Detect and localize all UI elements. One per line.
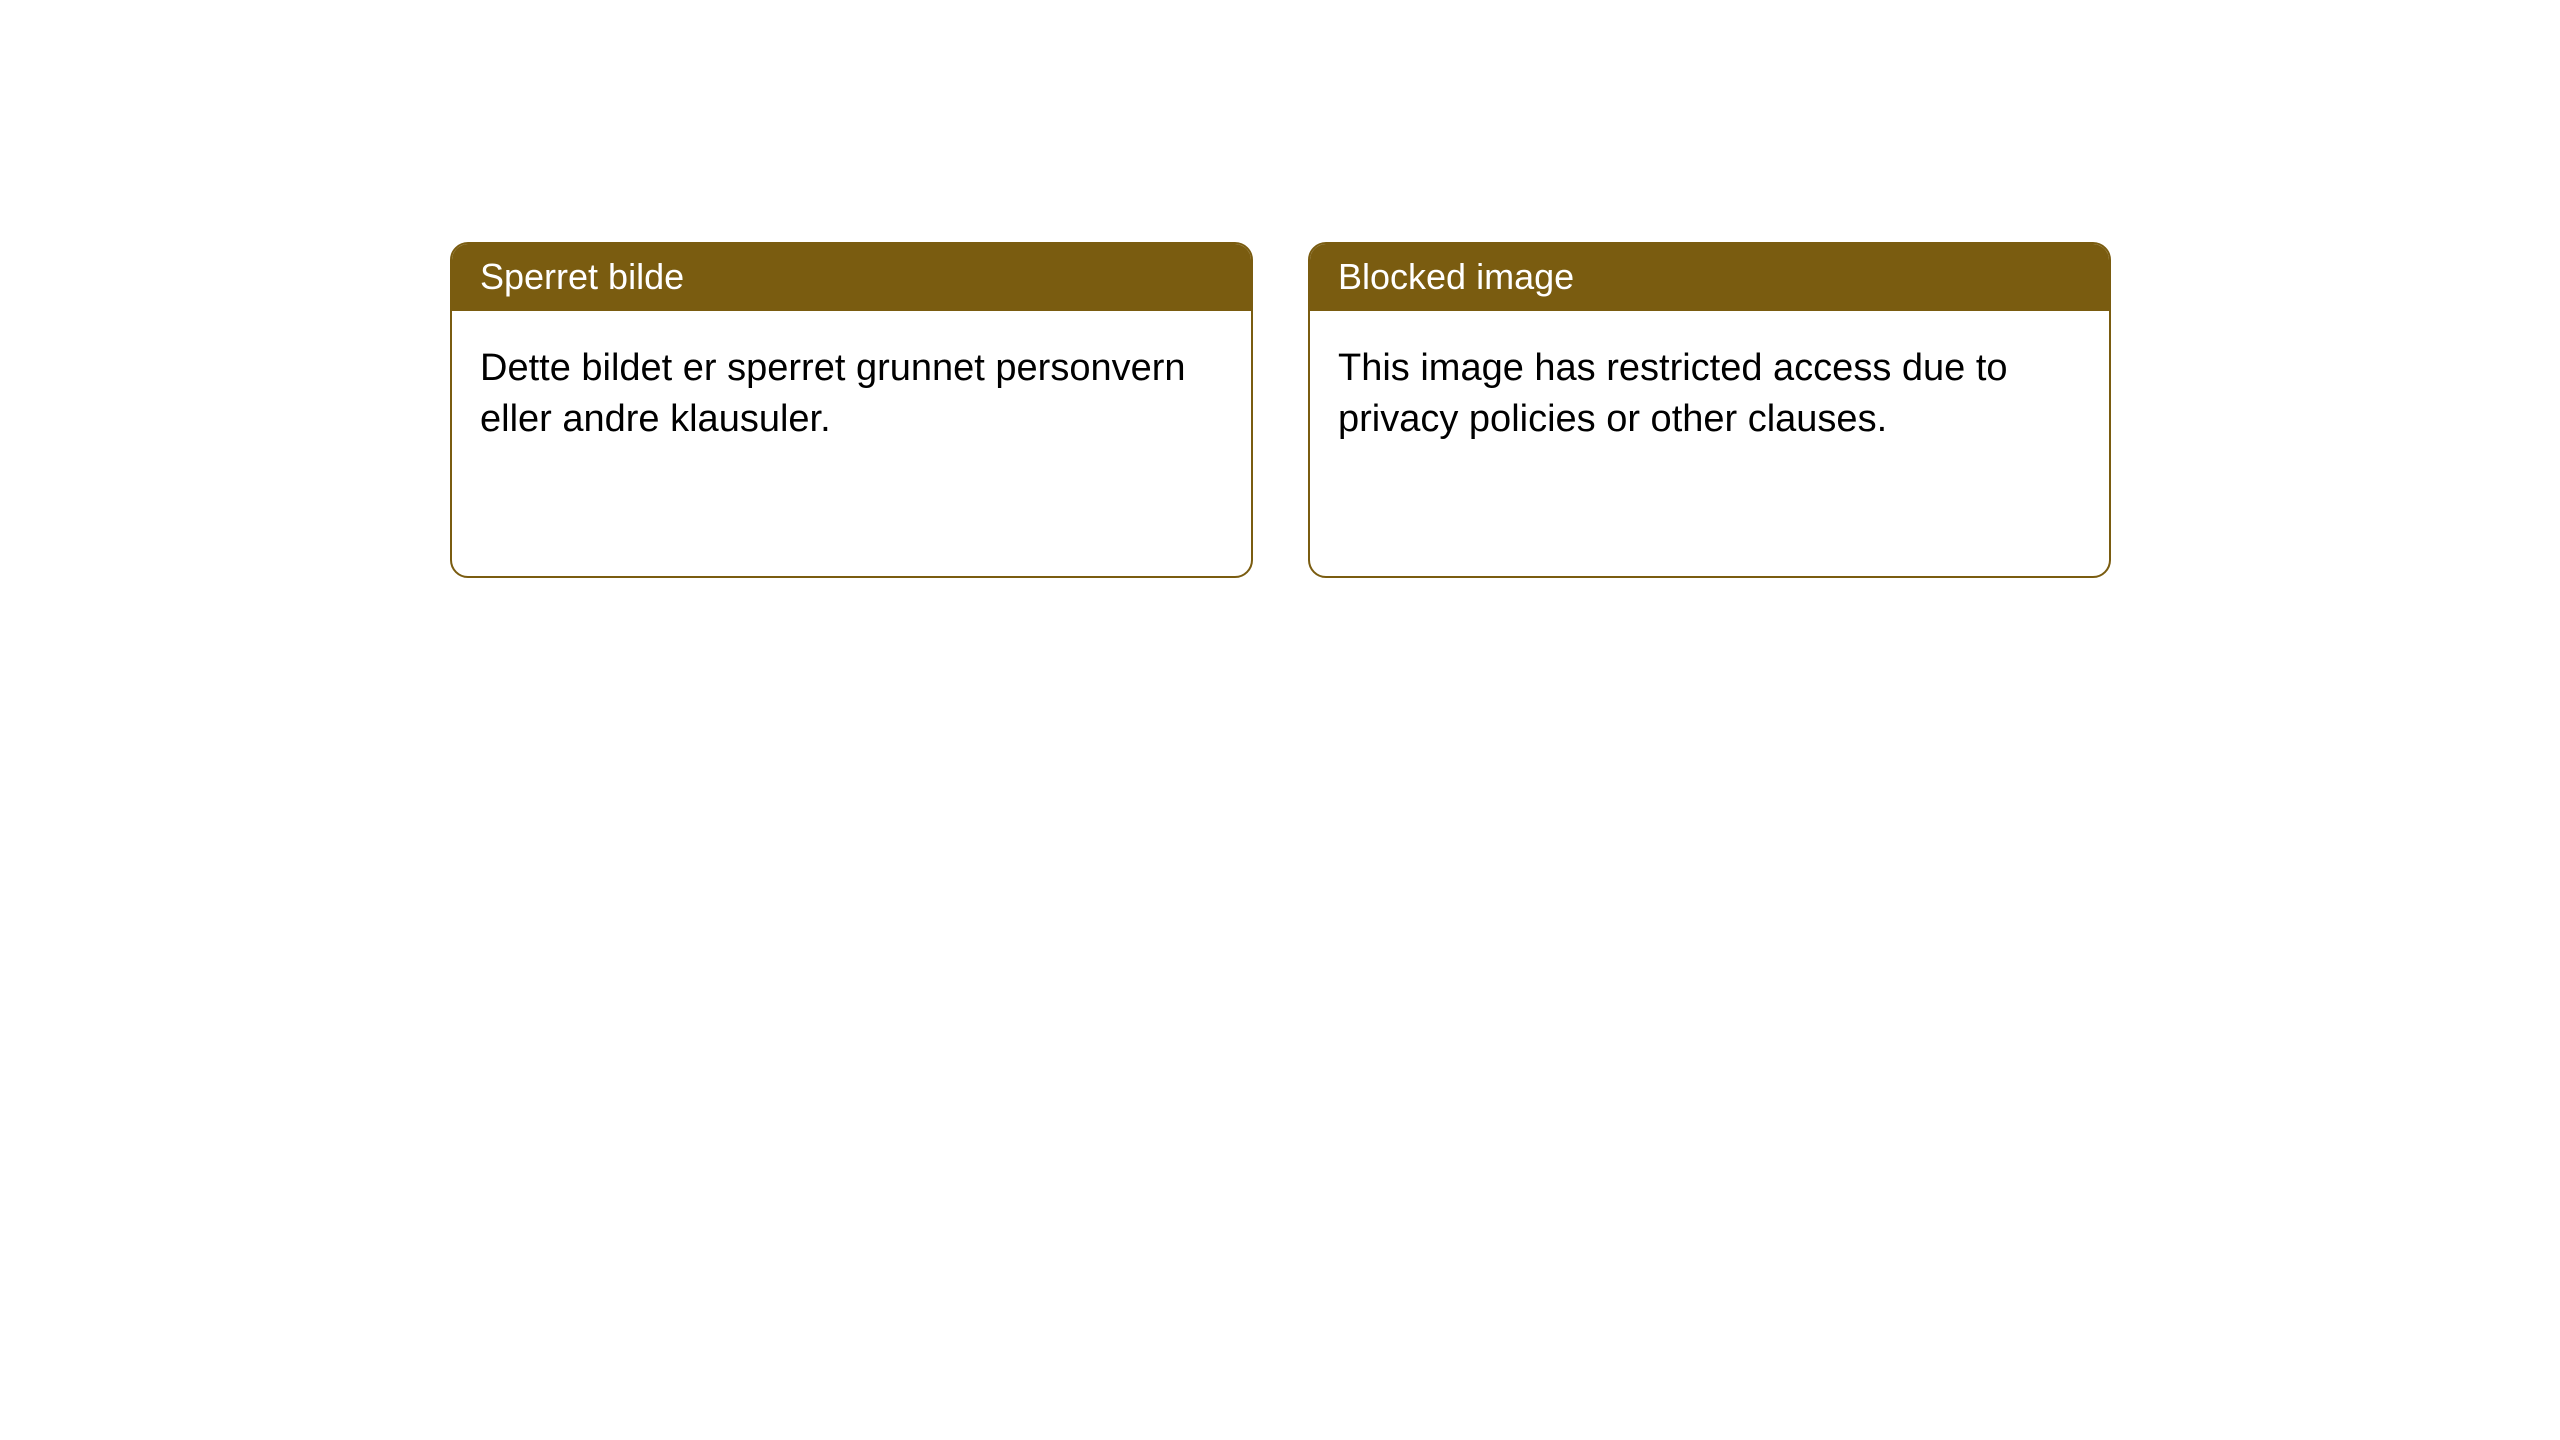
card-body: This image has restricted access due to …	[1310, 311, 2109, 478]
card-header: Sperret bilde	[452, 244, 1251, 311]
notice-card-norwegian: Sperret bilde Dette bildet er sperret gr…	[450, 242, 1253, 578]
card-header: Blocked image	[1310, 244, 2109, 311]
card-body-text: Dette bildet er sperret grunnet personve…	[480, 347, 1186, 440]
card-title: Sperret bilde	[480, 256, 684, 297]
card-body: Dette bildet er sperret grunnet personve…	[452, 311, 1251, 478]
notice-card-container: Sperret bilde Dette bildet er sperret gr…	[450, 242, 2111, 578]
notice-card-english: Blocked image This image has restricted …	[1308, 242, 2111, 578]
card-body-text: This image has restricted access due to …	[1338, 347, 2008, 440]
card-title: Blocked image	[1338, 256, 1574, 297]
